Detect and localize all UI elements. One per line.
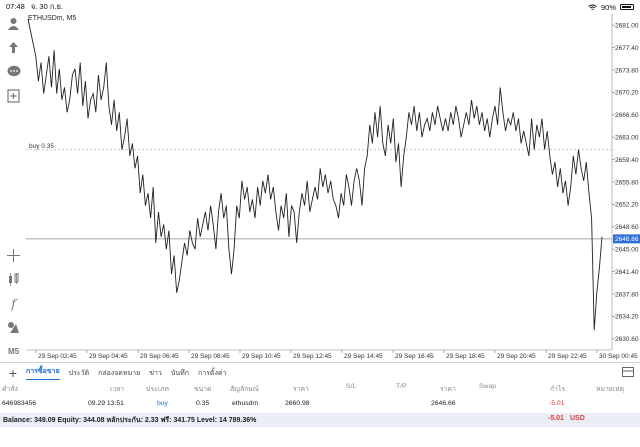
time-tick-label: 29 Sep 02:45 <box>38 353 77 360</box>
col-sl: S/L <box>346 383 357 390</box>
price-chart[interactable]: buy 0.35 2681.00 2677.40 2673.80 2670.20 266… <box>26 14 640 360</box>
time-tick-label: 29 Sep 10:45 <box>242 353 281 360</box>
price-tick-label: 2645.00 <box>615 247 639 254</box>
price-tick-label: 2641.40 <box>615 269 639 276</box>
account-icon[interactable] <box>6 16 21 31</box>
balance-text: Balance: 349.09 Equity: 344.08 หลักประกั… <box>3 417 257 424</box>
col-comment: หมายเหตุ <box>596 386 624 393</box>
price-tick-label: 2630.60 <box>615 336 639 343</box>
indicators-icon[interactable]: f <box>11 296 16 311</box>
col-type: ประเภท <box>146 386 169 393</box>
col-tp: T/P <box>396 383 407 390</box>
battery-icon <box>620 4 634 10</box>
price-tick-label: 2652.20 <box>615 202 639 209</box>
time-tick-label: 29 Sep 14:45 <box>344 353 383 360</box>
add-icon[interactable]: + <box>8 365 18 381</box>
trade-icon[interactable] <box>6 40 21 55</box>
layout-icon[interactable] <box>622 367 634 377</box>
status-time: 07:48 <box>6 2 25 11</box>
battery-percent: 90% <box>600 2 616 12</box>
balance-bar: Balance: 349.09 Equity: 344.08 หลักประกั… <box>0 413 640 427</box>
price-tick-label: 2677.40 <box>615 45 639 52</box>
price-tick-label: 2648.60 <box>615 224 639 231</box>
symbol-label: ETHUSDm, M5 <box>28 15 77 22</box>
order-profit: -5.01 <box>549 400 565 407</box>
price-tick-label: 2663.00 <box>615 135 639 142</box>
price-tick-label: 2666.60 <box>615 112 639 119</box>
terminal-tabs: + การซื้อขาย ประวัติ กล่องจดหมาย ข่าว บั… <box>0 362 640 383</box>
crosshair-icon[interactable] <box>6 248 21 263</box>
bottom-area <box>0 430 640 447</box>
tab-journal[interactable]: บันทึก <box>170 369 189 377</box>
currency: USD <box>570 415 585 422</box>
table-row[interactable]: 646983456 09.29 13:51 buy 0.35 ethusdm 2… <box>0 398 640 412</box>
time-tick-label: 29 Sep 20:45 <box>497 353 536 360</box>
col-swap: Swap <box>479 383 497 390</box>
time-tick-label: 29 Sep 06:45 <box>140 353 179 360</box>
order-symbol: ethusdm <box>232 400 259 407</box>
chart-toolbar: f M5 <box>0 14 26 360</box>
order-type: buy <box>157 400 168 407</box>
table-header: คำสั่ง เวลา ประเภท ขนาด สัญลักษณ์ ราคา S… <box>0 381 640 395</box>
tab-settings[interactable]: การตั้งค่า <box>197 369 227 377</box>
price-line <box>27 18 603 331</box>
col-size: ขนาด <box>194 386 212 393</box>
col-symbol: สัญลักษณ์ <box>230 386 260 393</box>
tab-trade[interactable]: การซื้อขาย <box>26 366 60 380</box>
time-tick-label: 29 Sep 18:45 <box>446 353 485 360</box>
order-current-price: 2646.66 <box>431 400 456 407</box>
price-tick-label: 2673.80 <box>615 67 639 74</box>
col-price: ราคา <box>293 386 309 393</box>
current-price-label: 2646.66 <box>615 236 639 243</box>
time-tick-label: 29 Sep 12:45 <box>293 353 332 360</box>
order-id: 646983456 <box>2 400 37 407</box>
col-current-price: ราคา <box>440 386 456 393</box>
col-time: เวลา <box>110 386 125 393</box>
time-tick-label: 30 Sep 00:45 <box>599 353 638 360</box>
price-axis: 2681.00 2677.40 2673.80 2670.20 2666.60 2663.… <box>612 23 639 343</box>
buy-level-label: buy 0.35 <box>29 143 54 150</box>
order-time: 09.29 13:51 <box>88 400 124 407</box>
timeframe-button[interactable]: M5 <box>7 347 20 356</box>
price-tick-label: 2634.20 <box>615 314 639 321</box>
price-tick-label: 2655.80 <box>615 179 639 186</box>
order-open-price: 2660.98 <box>285 400 310 407</box>
time-tick-label: 29 Sep 16:45 <box>395 353 434 360</box>
status-date: จ. 30 ก.ย. <box>30 2 63 11</box>
time-tick-label: 29 Sep 08:45 <box>191 353 230 360</box>
new-order-icon[interactable] <box>6 88 21 103</box>
price-tick-label: 2670.20 <box>615 90 639 97</box>
tab-news[interactable]: ข่าว <box>149 369 162 377</box>
total-profit: -5.01 <box>548 415 564 422</box>
objects-icon[interactable] <box>6 320 21 335</box>
chat-icon[interactable] <box>6 64 21 79</box>
wifi-icon <box>588 4 597 10</box>
time-tick-label: 29 Sep 22:45 <box>548 353 587 360</box>
tab-history[interactable]: ประวัติ <box>68 369 90 377</box>
current-price-box <box>613 234 640 244</box>
status-bar: 07:48 จ. 30 ก.ย. 90% <box>0 0 640 14</box>
price-tick-label: 2681.00 <box>615 23 639 30</box>
col-order: คำสั่ง <box>2 386 18 393</box>
time-tick-label: 29 Sep 04:45 <box>89 353 128 360</box>
order-size: 0.35 <box>196 400 210 407</box>
time-axis: 29 Sep 02:45 29 Sep 04:45 29 Sep 06:45 29 S… <box>35 350 638 360</box>
col-profit: กำไร <box>550 386 566 393</box>
price-tick-label: 2637.80 <box>615 291 639 298</box>
price-tick-label: 2659.40 <box>615 157 639 164</box>
tab-mailbox[interactable]: กล่องจดหมาย <box>98 369 141 377</box>
chart-type-icon[interactable] <box>6 272 21 287</box>
